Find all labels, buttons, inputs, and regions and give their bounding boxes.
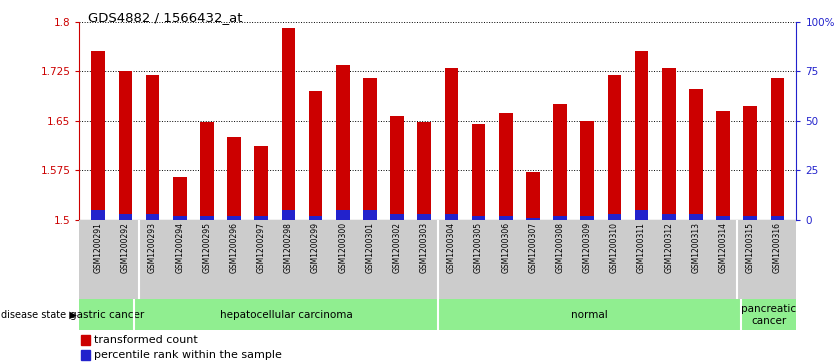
Text: GSM1200306: GSM1200306	[501, 222, 510, 273]
Bar	[92, 210, 105, 220]
Text: GSM1200294: GSM1200294	[175, 222, 184, 273]
Bar	[228, 137, 241, 220]
Bar	[580, 121, 594, 220]
Bar	[282, 210, 295, 220]
Bar	[228, 216, 241, 220]
Text: disease state ▶: disease state ▶	[1, 310, 77, 320]
Text: GSM1200303: GSM1200303	[420, 222, 429, 273]
Text: GSM1200307: GSM1200307	[529, 222, 537, 273]
Bar	[635, 52, 648, 220]
Bar	[92, 52, 105, 220]
Text: GSM1200316: GSM1200316	[773, 222, 782, 273]
Bar	[418, 122, 431, 220]
Bar	[81, 350, 90, 360]
Bar	[282, 28, 295, 220]
Text: GSM1200312: GSM1200312	[664, 222, 673, 273]
Text: transformed count: transformed count	[93, 335, 198, 345]
Bar	[553, 216, 567, 220]
Text: GSM1200310: GSM1200310	[610, 222, 619, 273]
Bar	[716, 216, 730, 220]
Text: GDS4882 / 1566432_at: GDS4882 / 1566432_at	[88, 11, 242, 24]
Bar	[689, 214, 703, 220]
Text: GSM1200313: GSM1200313	[691, 222, 701, 273]
Bar	[118, 71, 133, 220]
Bar	[580, 216, 594, 220]
Bar	[336, 65, 349, 220]
Bar	[200, 216, 214, 220]
Bar	[608, 214, 621, 220]
Bar	[81, 335, 90, 345]
Bar	[118, 214, 133, 220]
Bar	[526, 218, 540, 220]
Bar	[608, 74, 621, 220]
Text: GSM1200305: GSM1200305	[474, 222, 483, 273]
Text: GSM1200291: GSM1200291	[93, 222, 103, 273]
Text: GSM1200296: GSM1200296	[229, 222, 239, 273]
Bar	[336, 210, 349, 220]
Bar	[472, 124, 485, 220]
Bar	[309, 216, 323, 220]
Text: GSM1200292: GSM1200292	[121, 222, 130, 273]
Text: GSM1200300: GSM1200300	[339, 222, 347, 273]
Text: GSM1200299: GSM1200299	[311, 222, 320, 273]
Bar	[472, 216, 485, 220]
Bar	[309, 91, 323, 220]
Text: GSM1200309: GSM1200309	[583, 222, 592, 273]
Text: GSM1200298: GSM1200298	[284, 222, 293, 273]
Bar	[499, 113, 513, 220]
Text: GSM1200293: GSM1200293	[148, 222, 157, 273]
Bar	[662, 214, 676, 220]
Bar	[662, 68, 676, 220]
Text: GSM1200304: GSM1200304	[447, 222, 456, 273]
Bar	[173, 177, 187, 220]
Bar	[526, 172, 540, 220]
Bar	[743, 106, 757, 220]
Bar	[254, 216, 268, 220]
Text: normal: normal	[571, 310, 608, 320]
Bar	[390, 214, 404, 220]
Bar	[363, 78, 377, 220]
Bar	[173, 216, 187, 220]
Text: GSM1200295: GSM1200295	[203, 222, 212, 273]
Bar	[771, 78, 784, 220]
Text: GSM1200311: GSM1200311	[637, 222, 646, 273]
Bar	[200, 122, 214, 220]
Bar	[363, 210, 377, 220]
Bar	[146, 214, 159, 220]
Bar	[254, 146, 268, 220]
Text: hepatocellular carcinoma: hepatocellular carcinoma	[219, 310, 353, 320]
Text: GSM1200315: GSM1200315	[746, 222, 755, 273]
Bar	[689, 89, 703, 220]
Bar	[553, 104, 567, 220]
Bar	[716, 111, 730, 220]
Text: GSM1200302: GSM1200302	[393, 222, 402, 273]
Text: gastric cancer: gastric cancer	[70, 310, 144, 320]
Text: GSM1200308: GSM1200308	[555, 222, 565, 273]
Text: pancreatic
cancer: pancreatic cancer	[741, 304, 796, 326]
Bar	[499, 216, 513, 220]
Text: percentile rank within the sample: percentile rank within the sample	[93, 350, 281, 360]
Bar	[418, 214, 431, 220]
Bar	[743, 216, 757, 220]
Bar	[445, 68, 458, 220]
Bar	[390, 116, 404, 220]
Text: GSM1200314: GSM1200314	[719, 222, 727, 273]
Bar	[771, 216, 784, 220]
Bar	[146, 74, 159, 220]
Bar	[635, 210, 648, 220]
Text: GSM1200297: GSM1200297	[257, 222, 266, 273]
Bar	[445, 214, 458, 220]
Text: GSM1200301: GSM1200301	[365, 222, 374, 273]
